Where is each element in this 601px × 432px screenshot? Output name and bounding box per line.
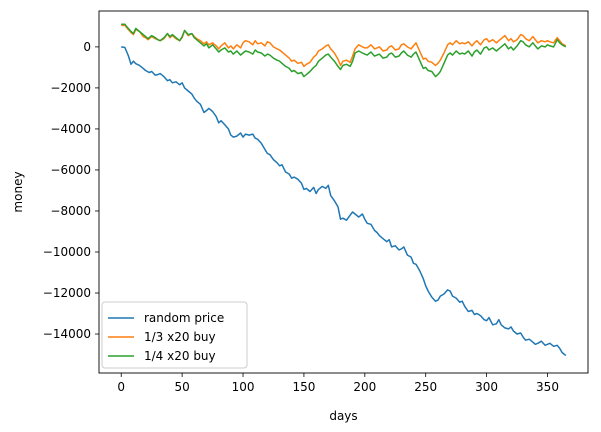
y-tick-label: −12000 [43,286,91,300]
x-tick-label: 200 [353,380,376,394]
y-tick-label: −6000 [50,163,91,177]
x-tick-label: 100 [232,380,255,394]
legend: random price 1/3 x20 buy 1/4 x20 buy [101,301,248,369]
x-tick-label: 350 [536,380,559,394]
y-axis-ticks: −14000 −12000 −10000 −8000 −6000 −4000 −2000 0 [43,40,99,341]
legend-label-random-price: random price [144,311,224,325]
series-line-2 [121,23,567,78]
legend-label-one-quarter-buy: 1/4 x20 buy [144,349,216,363]
series-line-0 [121,46,567,357]
y-tick-label: −14000 [43,327,91,341]
x-tick-label: 150 [292,380,315,394]
y-tick-label: 0 [83,40,91,54]
y-tick-label: −10000 [43,245,91,259]
x-axis-ticks: 0 50 100 150 200 250 300 350 [117,373,559,394]
y-tick-label: −2000 [50,81,91,95]
y-axis-label: money [11,171,25,212]
x-tick-label: 0 [117,380,125,394]
series-layer [121,23,567,357]
y-tick-label: −4000 [50,122,91,136]
legend-box [101,301,248,369]
y-tick-label: −8000 [50,204,91,218]
legend-label-one-third-buy: 1/3 x20 buy [144,330,216,344]
x-tick-label: 250 [414,380,437,394]
x-tick-label: 50 [174,380,189,394]
x-tick-label: 300 [475,380,498,394]
series-line-1 [121,24,567,68]
x-axis-label: days [329,409,357,423]
